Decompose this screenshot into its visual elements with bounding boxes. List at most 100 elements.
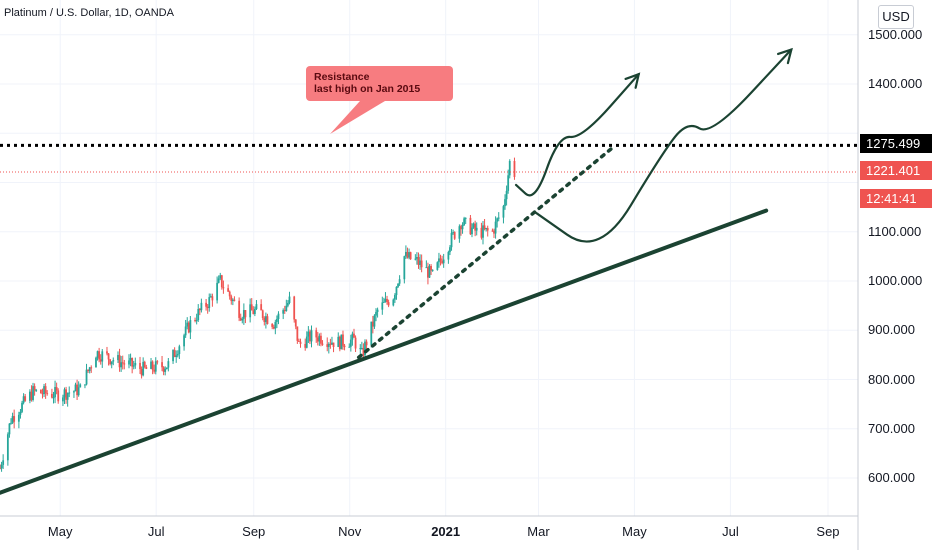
candle-body bbox=[507, 175, 510, 191]
candle-body bbox=[195, 320, 198, 322]
candle-body bbox=[154, 361, 157, 372]
candle-body bbox=[419, 260, 421, 265]
candle-body bbox=[277, 313, 280, 320]
candle-body bbox=[266, 316, 269, 325]
y-tick-label: 1100.000 bbox=[868, 223, 922, 239]
candle-body bbox=[112, 360, 115, 362]
candle-body bbox=[349, 339, 352, 347]
candle-body bbox=[420, 260, 423, 268]
candle-body bbox=[106, 351, 108, 354]
candle-body bbox=[315, 330, 318, 338]
candle-body bbox=[184, 326, 187, 336]
candle-body bbox=[118, 355, 121, 368]
candle-body bbox=[239, 317, 242, 321]
candle-body bbox=[101, 351, 104, 362]
y-tick-label: 600.000 bbox=[868, 470, 915, 485]
candle-body bbox=[441, 260, 443, 264]
candle-body bbox=[427, 267, 429, 278]
y-tick-label: 900.000 bbox=[868, 322, 915, 338]
candle-body bbox=[24, 396, 27, 401]
candle-body bbox=[453, 232, 456, 239]
candle-body bbox=[46, 393, 49, 395]
candle-body bbox=[282, 310, 285, 314]
candle-body bbox=[275, 319, 278, 322]
candle-body bbox=[338, 336, 341, 350]
candle-body bbox=[447, 252, 450, 260]
currency-button[interactable]: USD bbox=[878, 5, 914, 29]
candle-body bbox=[217, 278, 220, 283]
candle-body bbox=[288, 296, 291, 303]
candle-body bbox=[200, 302, 203, 311]
candle-body bbox=[189, 320, 192, 333]
candle-body bbox=[0, 468, 1, 470]
candle-body bbox=[474, 223, 477, 231]
candle-body bbox=[439, 258, 442, 261]
candle-body bbox=[342, 334, 344, 346]
candle-body bbox=[132, 365, 135, 367]
candle-body bbox=[430, 265, 432, 271]
candle-body bbox=[475, 227, 478, 231]
candle-body bbox=[208, 297, 211, 309]
dotted-trendline bbox=[356, 143, 617, 360]
candle-body bbox=[253, 309, 256, 315]
candle-body bbox=[508, 160, 511, 176]
candle-body bbox=[145, 367, 148, 369]
candle-body bbox=[354, 337, 357, 349]
candle-body bbox=[309, 331, 311, 342]
candle-body bbox=[178, 346, 181, 354]
candle-body bbox=[244, 310, 247, 318]
candle-body bbox=[41, 393, 44, 395]
candle-body bbox=[140, 368, 143, 376]
candle-body bbox=[227, 288, 230, 292]
candle-body bbox=[249, 304, 252, 318]
candle-body bbox=[22, 396, 25, 403]
candle-body bbox=[87, 369, 90, 371]
candle-body bbox=[403, 256, 406, 280]
candle-body bbox=[505, 190, 508, 200]
candle-body bbox=[486, 227, 489, 231]
candle-body bbox=[120, 362, 123, 368]
y-tick-label: 1400.000 bbox=[868, 76, 923, 91]
candle-body bbox=[32, 386, 34, 400]
candle-body bbox=[386, 298, 388, 303]
symbol-title: Platinum / U.S. Dollar, 1D, OANDA bbox=[4, 7, 174, 19]
candle-body bbox=[107, 353, 110, 360]
candle-body bbox=[409, 252, 412, 260]
candle-body bbox=[6, 434, 9, 461]
candle-body bbox=[134, 362, 137, 366]
candle-body bbox=[425, 267, 428, 269]
candle-body bbox=[250, 304, 253, 311]
candle-body bbox=[260, 304, 263, 311]
candle-body bbox=[211, 296, 214, 301]
candle-body bbox=[231, 299, 234, 302]
candle-body bbox=[504, 199, 506, 207]
candle-body bbox=[360, 347, 363, 349]
candle-body bbox=[90, 367, 93, 369]
candle-body bbox=[416, 257, 418, 259]
candle-body bbox=[8, 423, 11, 435]
candle-body bbox=[392, 299, 395, 306]
candle-body bbox=[428, 265, 431, 278]
candle-body bbox=[187, 322, 190, 333]
candle-body bbox=[343, 345, 346, 348]
candle-body bbox=[142, 361, 145, 376]
resistance-annotation[interactable]: Resistance last high on Jan 2015 bbox=[306, 66, 453, 101]
candle-body bbox=[393, 295, 396, 300]
candle-body bbox=[173, 349, 176, 357]
candle-body bbox=[491, 230, 494, 232]
candle-body bbox=[109, 359, 112, 365]
candle-body bbox=[461, 225, 464, 230]
candle-body bbox=[65, 389, 67, 400]
candle-body bbox=[11, 416, 14, 423]
candle-body bbox=[30, 391, 33, 400]
candle-body bbox=[139, 362, 141, 369]
candle-body bbox=[438, 258, 440, 263]
candle-body bbox=[52, 397, 55, 399]
resistance-price-tag: 1275.499 bbox=[860, 134, 932, 153]
candle-body bbox=[10, 422, 12, 424]
candle-body bbox=[472, 223, 475, 228]
candle-body bbox=[205, 302, 208, 307]
candle-body bbox=[331, 342, 333, 345]
candle-body bbox=[287, 302, 289, 306]
